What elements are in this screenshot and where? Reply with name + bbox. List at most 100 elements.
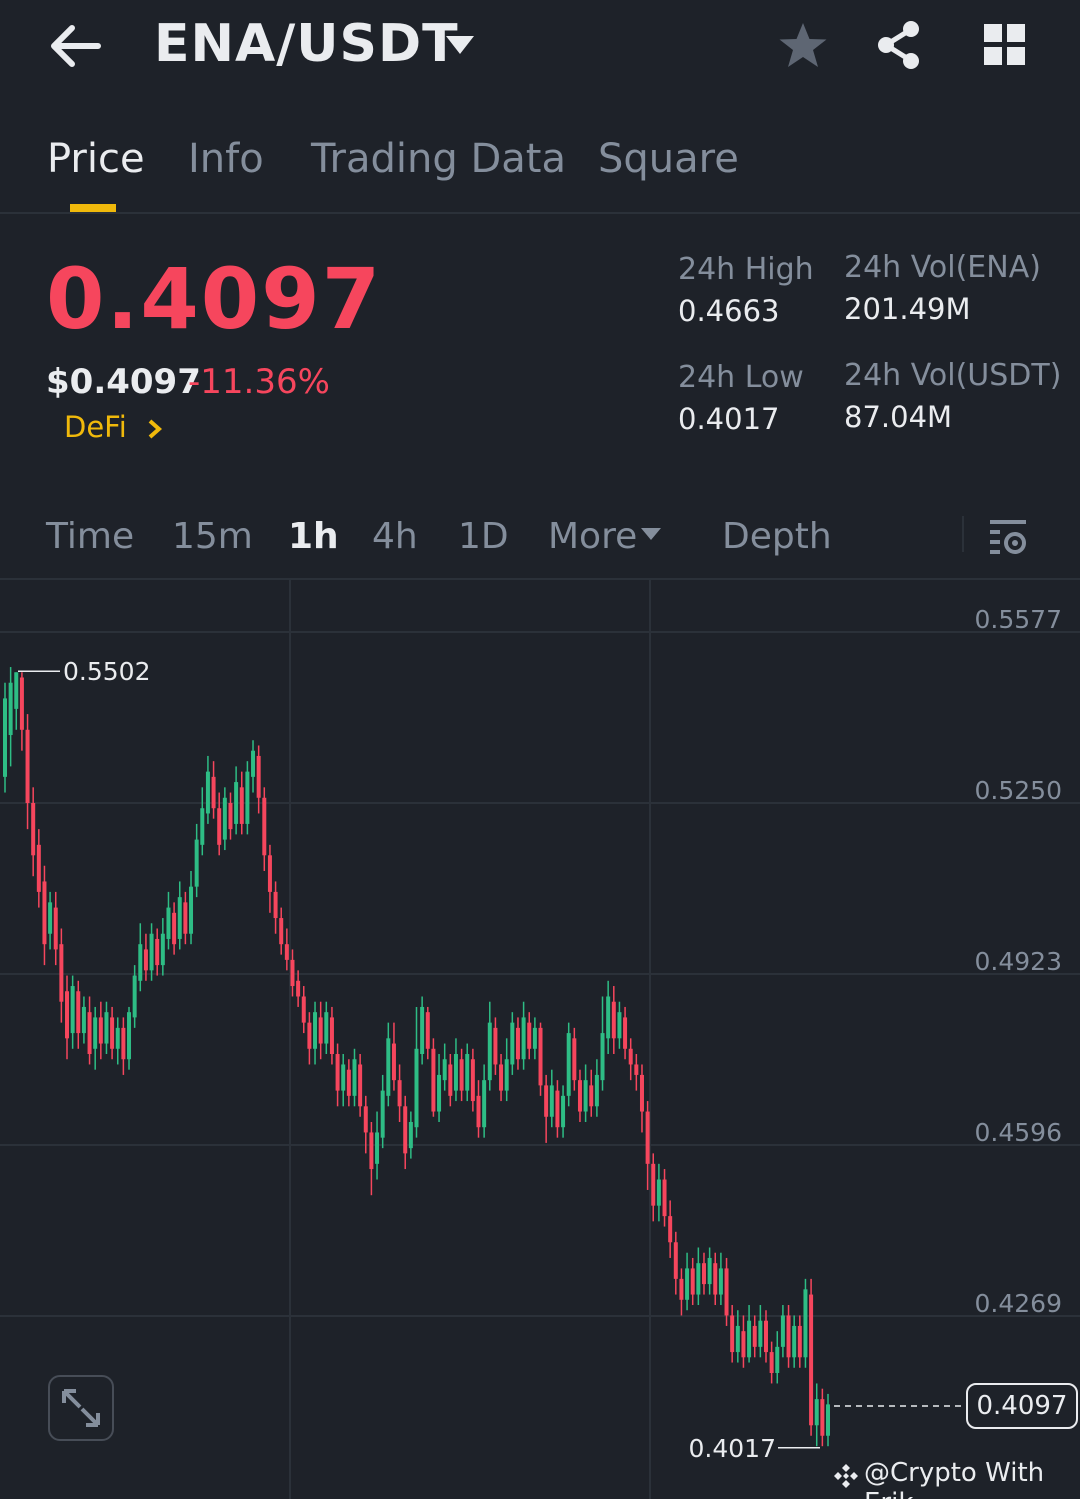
candle-body [19, 677, 24, 730]
share-icon[interactable] [872, 18, 926, 72]
candle-body [104, 1012, 109, 1044]
candle-body [679, 1278, 684, 1300]
candle-body [234, 782, 239, 824]
candle-body [476, 1095, 481, 1128]
candle-body [532, 1027, 537, 1049]
candle-body [623, 1017, 628, 1049]
candle-body [318, 1017, 323, 1044]
low-label: 24h Low [678, 360, 804, 395]
candle-body [307, 1022, 312, 1049]
candle-body [132, 975, 137, 1018]
candle-body [493, 1027, 498, 1065]
candle-body [651, 1163, 656, 1206]
candle-body [273, 891, 278, 919]
candle-body [763, 1320, 768, 1353]
y-tick-label: 0.5577 [975, 605, 1062, 634]
candle-body [81, 1006, 86, 1034]
tab-square[interactable]: Square [598, 136, 739, 182]
candle-body [437, 1074, 442, 1112]
tab-info[interactable]: Info [188, 136, 264, 182]
chevron-right-icon[interactable] [146, 418, 164, 440]
tab-trading-data[interactable]: Trading Data [311, 136, 566, 182]
candle-body [510, 1022, 515, 1065]
candle-body [115, 1027, 120, 1049]
candle-body [707, 1257, 712, 1285]
candle-body [14, 672, 19, 709]
favorite-star-icon[interactable] [776, 20, 830, 74]
candle-body [431, 1048, 436, 1112]
candle-body [296, 980, 301, 997]
candle-body [172, 912, 177, 945]
usd-price: $0.4097 [46, 362, 201, 402]
candle-body [803, 1289, 808, 1358]
candle-body [143, 949, 148, 971]
candle-body [211, 776, 216, 809]
candle-body [634, 1064, 639, 1075]
candle-body [194, 839, 199, 887]
interval-15m[interactable]: 15m [172, 516, 253, 557]
candle-body [735, 1325, 740, 1353]
candle-body [465, 1054, 470, 1091]
watermark-text: @Crypto With Erik [864, 1458, 1045, 1499]
candle-body [155, 938, 160, 966]
candle-body [98, 1017, 103, 1044]
candle-body [521, 1017, 526, 1060]
interval-4h[interactable]: 4h [372, 516, 418, 557]
depth-tab[interactable]: Depth [722, 516, 832, 557]
interval-1h[interactable]: 1h [288, 516, 339, 557]
back-arrow-icon[interactable] [46, 18, 106, 74]
binance-logo-icon [832, 1462, 860, 1490]
candle-body [177, 897, 182, 939]
candle-body [606, 996, 611, 1039]
top-bar: ENA/USDT [0, 0, 1080, 100]
interval-1d[interactable]: 1D [458, 516, 509, 557]
candle-body [589, 1085, 594, 1107]
vol-base-value: 201.49M [844, 292, 971, 326]
interval-time[interactable]: Time [46, 516, 135, 557]
candle-body [696, 1263, 701, 1295]
candle-body [408, 1121, 413, 1149]
candle-body [448, 1064, 453, 1096]
candle-body [380, 1090, 385, 1138]
candle-body [499, 1064, 504, 1091]
candlestick-chart[interactable]: 0.5577 0.5250 0.4923 0.4596 0.4269 0.5502 0.40… [0, 580, 1080, 1499]
main-tabs: Price Info Trading Data Square [0, 110, 1080, 214]
grid-menu-icon[interactable] [980, 20, 1030, 70]
candle-body [809, 1294, 814, 1426]
candle-body [341, 1064, 346, 1091]
candle-body [611, 1001, 616, 1039]
candle-body [127, 1012, 132, 1060]
candle-body [31, 803, 36, 856]
candle-body [358, 1064, 363, 1107]
candle-body [256, 755, 261, 798]
tab-price[interactable]: Price [47, 136, 145, 182]
candle-body [110, 1017, 115, 1049]
candle-body [600, 1033, 605, 1081]
pair-title[interactable]: ENA/USDT [154, 14, 459, 74]
category-tag[interactable]: DeFi [64, 410, 127, 444]
candle-body [741, 1331, 746, 1358]
candle-body [160, 933, 165, 966]
last-price: 0.4097 [46, 250, 383, 348]
candle-body [594, 1074, 599, 1107]
min-price-label: 0.4017 [689, 1434, 776, 1463]
candle-body [752, 1325, 757, 1347]
active-tab-indicator [70, 204, 116, 212]
max-price-label: 0.5502 [63, 657, 150, 686]
chart-settings-icon[interactable] [986, 514, 1030, 558]
candle-body [279, 918, 284, 945]
high-value: 0.4663 [678, 294, 780, 328]
candle-body [42, 881, 47, 945]
price-change-percent: -11.36% [188, 362, 330, 402]
candle-body [346, 1069, 351, 1096]
more-caret-icon[interactable] [640, 526, 662, 542]
candle-body [792, 1325, 797, 1358]
candle-body [617, 1012, 622, 1039]
interval-more[interactable]: More [548, 516, 638, 557]
candle-body [59, 944, 64, 1002]
pair-dropdown-caret-icon[interactable] [444, 32, 476, 60]
candle-body [8, 682, 13, 736]
candle-body [515, 1027, 520, 1060]
candle-body [329, 1017, 334, 1055]
fullscreen-toggle-icon[interactable] [48, 1375, 114, 1441]
